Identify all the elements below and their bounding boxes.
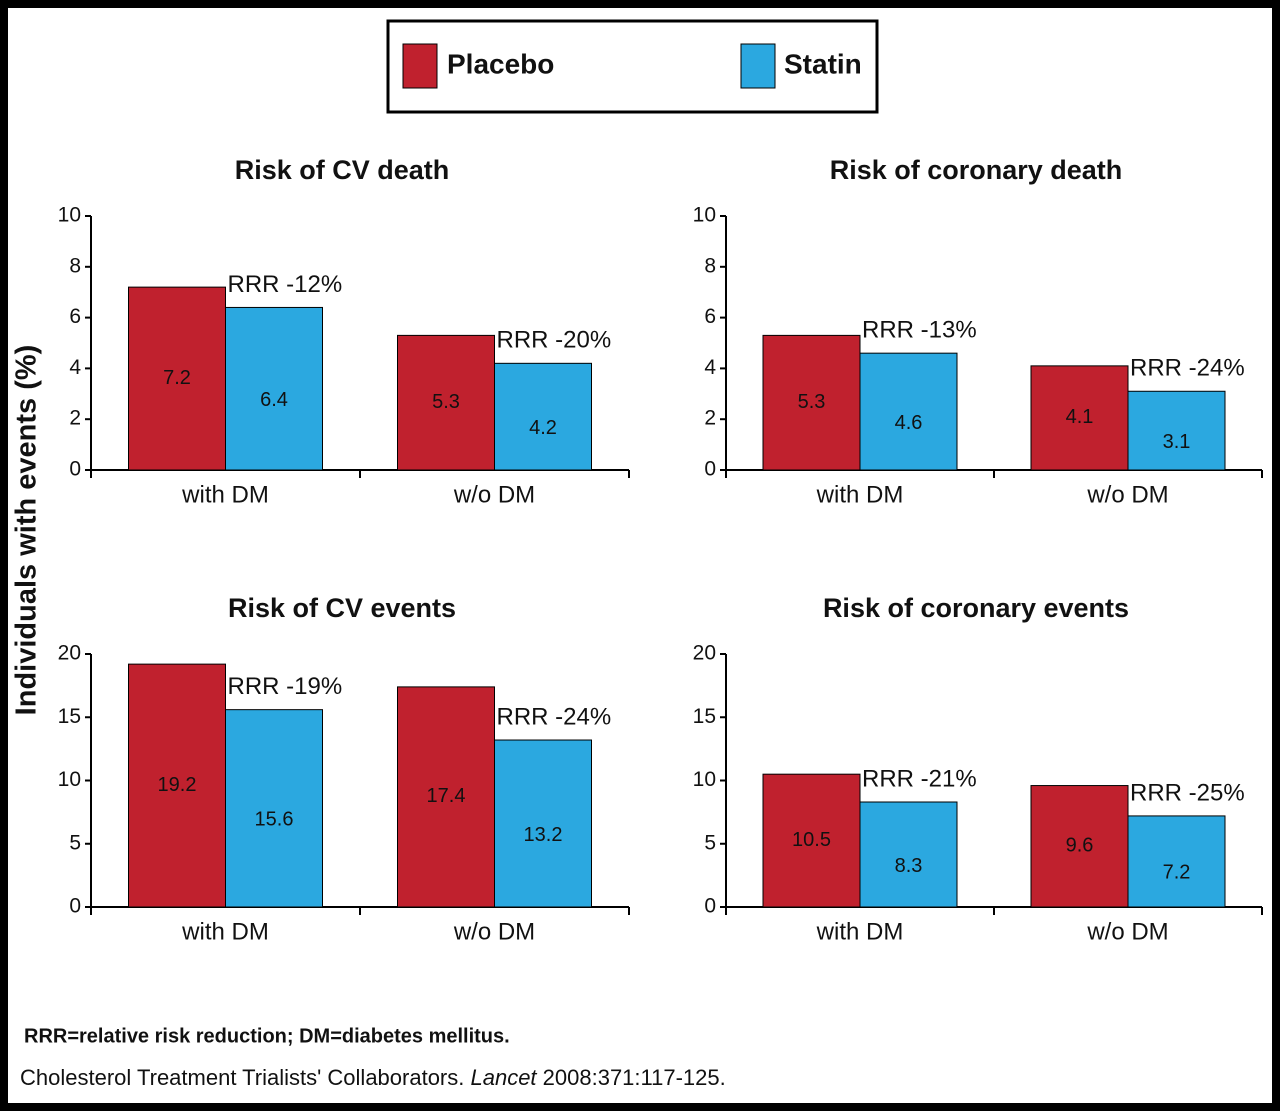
x-tick-label: with DM: [181, 918, 269, 945]
bar: [1127, 390, 1226, 471]
y-tick-label: 5: [704, 831, 716, 854]
data-label: 15.6: [255, 809, 294, 831]
citation: Cholesterol Treatment Trialists' Collabo…: [20, 1065, 726, 1090]
chart-title: Risk of coronary death: [830, 155, 1123, 185]
y-tick-label: 2: [69, 407, 81, 430]
y-tick-label: 0: [69, 895, 81, 918]
data-label: 19.2: [158, 774, 197, 796]
data-label: 6.4: [260, 389, 288, 411]
annotation: RRR -20%: [497, 327, 612, 354]
y-tick-label: 4: [69, 356, 81, 379]
bar: [397, 334, 495, 471]
bar: [762, 773, 861, 908]
y-tick-label: 10: [693, 204, 716, 227]
bar: [494, 739, 592, 908]
annotation: RRR -24%: [497, 703, 612, 730]
y-tick-label: 6: [704, 305, 716, 328]
citation-part: Cholesterol Treatment Trialists' Collabo…: [20, 1065, 470, 1090]
bar: [225, 306, 323, 471]
data-label: 5.3: [798, 391, 826, 413]
x-tick-label: w/o DM: [453, 918, 535, 945]
bar: [1127, 815, 1226, 908]
x-tick-label: with DM: [816, 481, 904, 508]
data-label: 10.5: [792, 829, 831, 851]
legend-label: Statin: [784, 48, 862, 79]
bar: [128, 663, 226, 908]
y-tick-label: 10: [693, 768, 716, 791]
bar: [225, 709, 323, 908]
citation-journal: Lancet: [470, 1065, 537, 1090]
annotation: RRR -21%: [862, 765, 977, 792]
x-tick-label: with DM: [816, 918, 904, 945]
data-label: 4.6: [895, 412, 923, 434]
y-tick-label: 20: [58, 642, 81, 665]
y-tick-label: 2: [704, 407, 716, 430]
annotation: RRR -13%: [862, 317, 977, 344]
x-tick-label: w/o DM: [1086, 918, 1168, 945]
y-tick-label: 8: [704, 254, 716, 277]
x-tick-label: with DM: [181, 481, 269, 508]
y-axis-label: Individuals with events (%): [11, 345, 43, 716]
y-tick-label: 0: [69, 458, 81, 481]
data-label: 4.1: [1066, 406, 1094, 428]
data-label: 4.2: [529, 417, 557, 439]
x-tick-label: w/o DM: [1086, 481, 1168, 508]
annotation: RRR -19%: [228, 673, 343, 700]
bar: [494, 362, 592, 471]
legend-box: [386, 19, 879, 114]
bar: [1030, 785, 1129, 908]
y-tick-label: 15: [58, 705, 81, 728]
y-tick-label: 4: [704, 356, 716, 379]
data-label: 13.2: [524, 824, 563, 846]
annotation: RRR -24%: [1130, 355, 1245, 382]
legend-swatch: [740, 43, 776, 89]
y-tick-label: 6: [69, 305, 81, 328]
chart-title: Risk of coronary events: [823, 593, 1129, 623]
data-label: 3.1: [1163, 431, 1191, 453]
data-label: 8.3: [895, 855, 923, 877]
data-label: 7.2: [163, 367, 191, 389]
y-tick-label: 5: [69, 831, 81, 854]
bar: [128, 286, 226, 471]
footnote: RRR=relative risk reduction; DM=diabetes…: [24, 1025, 510, 1047]
chart-title: Risk of CV events: [228, 593, 456, 623]
bar: [762, 334, 861, 471]
data-label: 17.4: [427, 785, 466, 807]
y-tick-label: 10: [58, 768, 81, 791]
y-tick-label: 0: [704, 458, 716, 481]
bar: [859, 801, 958, 908]
legend-swatch: [402, 43, 438, 89]
y-tick-label: 15: [693, 705, 716, 728]
y-tick-label: 20: [693, 642, 716, 665]
data-label: 9.6: [1066, 835, 1094, 857]
data-label: 7.2: [1163, 862, 1191, 884]
bar: [859, 352, 958, 471]
annotation: RRR -25%: [1130, 779, 1245, 806]
legend-label: Placebo: [447, 48, 554, 79]
y-tick-label: 0: [704, 895, 716, 918]
chart-title: Risk of CV death: [235, 155, 450, 185]
y-tick-label: 8: [69, 254, 81, 277]
annotation: RRR -12%: [228, 271, 343, 298]
citation-part: 2008:371:117-125.: [537, 1065, 726, 1090]
data-label: 5.3: [432, 391, 460, 413]
x-tick-label: w/o DM: [453, 481, 535, 508]
y-tick-label: 10: [58, 204, 81, 227]
